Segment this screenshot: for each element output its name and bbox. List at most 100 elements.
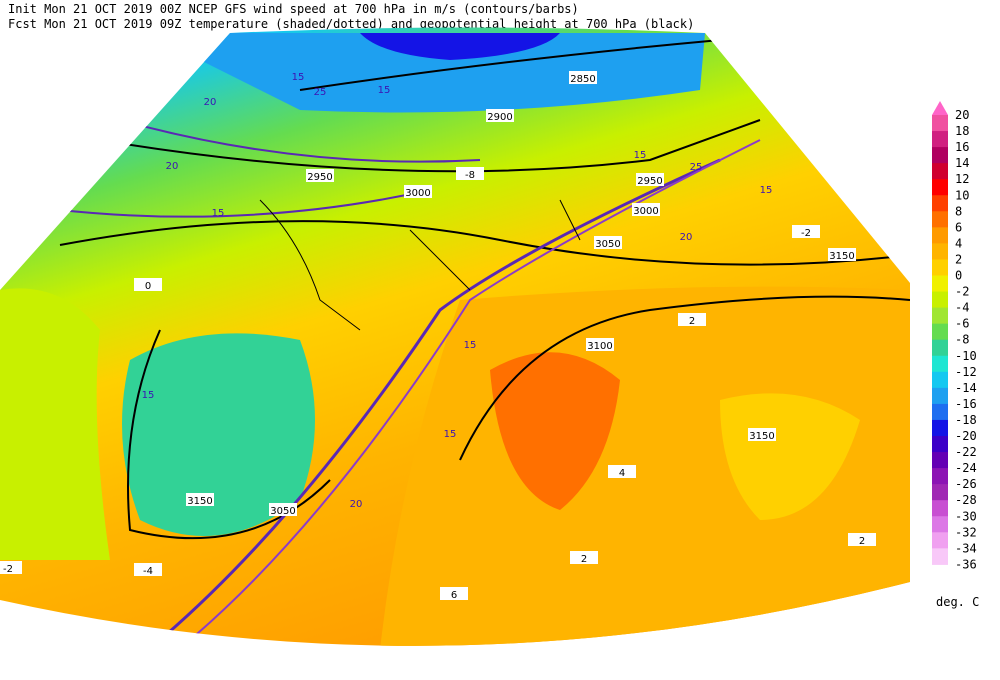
height-label-box bbox=[186, 493, 214, 506]
height-label-box bbox=[404, 185, 432, 198]
legend-swatch bbox=[932, 548, 948, 565]
wind-label: 15 bbox=[292, 72, 305, 83]
temp-label-box bbox=[848, 533, 876, 546]
wind-contour bbox=[119, 119, 481, 163]
legend-label: -20 bbox=[955, 429, 977, 443]
warm-core bbox=[490, 352, 620, 510]
temp-label: -8 bbox=[465, 170, 475, 181]
temp-label: 0 bbox=[145, 281, 151, 292]
height-label-box bbox=[306, 169, 334, 182]
legend-arrow bbox=[932, 101, 948, 115]
height-label-box bbox=[569, 71, 597, 84]
legend-label: -22 bbox=[955, 445, 977, 459]
cold-area bbox=[122, 333, 315, 536]
legend-swatch bbox=[932, 195, 948, 212]
height-label: 3050 bbox=[270, 506, 295, 517]
height-label: 2950 bbox=[637, 176, 662, 187]
map-labels: 2850 2900 2950 2950 3000 3000 3050 3050 3100 3150… bbox=[0, 71, 876, 601]
legend-label: 10 bbox=[955, 188, 969, 202]
temp-label-box bbox=[570, 551, 598, 564]
legend-label: 14 bbox=[955, 156, 969, 170]
height-contour bbox=[59, 220, 910, 266]
wind-label: 15 bbox=[634, 150, 647, 161]
wind-label: 15 bbox=[444, 429, 457, 440]
height-contour bbox=[299, 39, 721, 91]
legend-label: -6 bbox=[955, 317, 969, 331]
wind-contour bbox=[59, 189, 431, 218]
height-contour bbox=[99, 119, 761, 173]
legend-swatch bbox=[932, 291, 948, 309]
height-label-box bbox=[269, 503, 297, 516]
legend-swatch bbox=[932, 371, 948, 389]
temp-label: 2 bbox=[689, 316, 695, 327]
legend-swatch bbox=[932, 243, 948, 260]
legend-label: -30 bbox=[955, 509, 977, 523]
legend-label: 20 bbox=[955, 108, 969, 122]
height-label: 3150 bbox=[829, 251, 854, 262]
wind-label: 15 bbox=[212, 208, 225, 219]
height-label: 2850 bbox=[570, 74, 595, 85]
legend-label: -32 bbox=[955, 525, 977, 539]
height-contour bbox=[459, 295, 910, 461]
legend-swatch bbox=[932, 500, 948, 517]
height-label-box bbox=[828, 248, 856, 261]
temp-label: 2 bbox=[859, 536, 865, 547]
wind-label: 20 bbox=[204, 97, 217, 108]
legend-swatch bbox=[932, 131, 948, 148]
legend-swatch bbox=[932, 468, 948, 485]
legend-swatch bbox=[932, 259, 948, 276]
temp-label-box bbox=[134, 278, 162, 291]
wind-label: 20 bbox=[166, 161, 179, 172]
legend-label: 8 bbox=[955, 204, 962, 218]
legend-label: 4 bbox=[955, 236, 962, 250]
temp-label-box bbox=[456, 167, 484, 180]
legend-label: -2 bbox=[955, 285, 969, 299]
legend-label: 18 bbox=[955, 124, 969, 138]
height-label-box bbox=[486, 109, 514, 122]
legend-label: -26 bbox=[955, 477, 977, 491]
legend-label: -18 bbox=[955, 413, 977, 427]
wind-label: 20 bbox=[680, 232, 693, 243]
cold-area bbox=[200, 33, 705, 113]
area bbox=[0, 288, 110, 560]
temp-label: -4 bbox=[143, 566, 153, 577]
legend-swatch bbox=[932, 516, 948, 533]
legend-label: -14 bbox=[955, 381, 977, 395]
legend-swatch bbox=[932, 227, 948, 244]
wind-label: 15 bbox=[378, 85, 391, 96]
legend-swatch bbox=[932, 339, 948, 357]
temp-label-box bbox=[608, 465, 636, 478]
legend-label: -8 bbox=[955, 333, 969, 347]
temp-label: 6 bbox=[451, 590, 457, 601]
legend-label: 12 bbox=[955, 172, 969, 186]
legend-swatch bbox=[932, 419, 948, 437]
cold-core bbox=[360, 33, 560, 60]
height-label: 2900 bbox=[487, 112, 512, 123]
legend-label: -34 bbox=[955, 541, 977, 555]
wind-contour bbox=[159, 158, 721, 642]
legend-label: 16 bbox=[955, 140, 969, 154]
legend-swatch bbox=[932, 163, 948, 180]
legend-swatch bbox=[932, 115, 948, 132]
legend-swatch bbox=[932, 403, 948, 421]
temp-label-box bbox=[792, 225, 820, 238]
temp-label: 4 bbox=[619, 468, 625, 479]
header-line: Init Mon 21 OCT 2019 00Z NCEP GFS wind s… bbox=[8, 2, 579, 16]
height-label-box bbox=[632, 203, 660, 216]
temp-label-box bbox=[0, 561, 22, 574]
temp-label: -2 bbox=[801, 228, 811, 239]
height-label: 3050 bbox=[595, 239, 620, 250]
wind-label: 25 bbox=[314, 87, 327, 98]
legend-swatch bbox=[932, 532, 948, 549]
temp-label: 2 bbox=[581, 554, 587, 565]
wind-label: 15 bbox=[760, 185, 773, 196]
wind-label: 25 bbox=[690, 162, 703, 173]
legend-swatch bbox=[932, 355, 948, 373]
temp-label: -2 bbox=[3, 564, 13, 575]
height-contour bbox=[127, 329, 331, 540]
height-label-box bbox=[748, 428, 776, 441]
height-label: 3150 bbox=[187, 496, 212, 507]
temp-label-box bbox=[678, 313, 706, 326]
legend-swatch bbox=[932, 307, 948, 325]
